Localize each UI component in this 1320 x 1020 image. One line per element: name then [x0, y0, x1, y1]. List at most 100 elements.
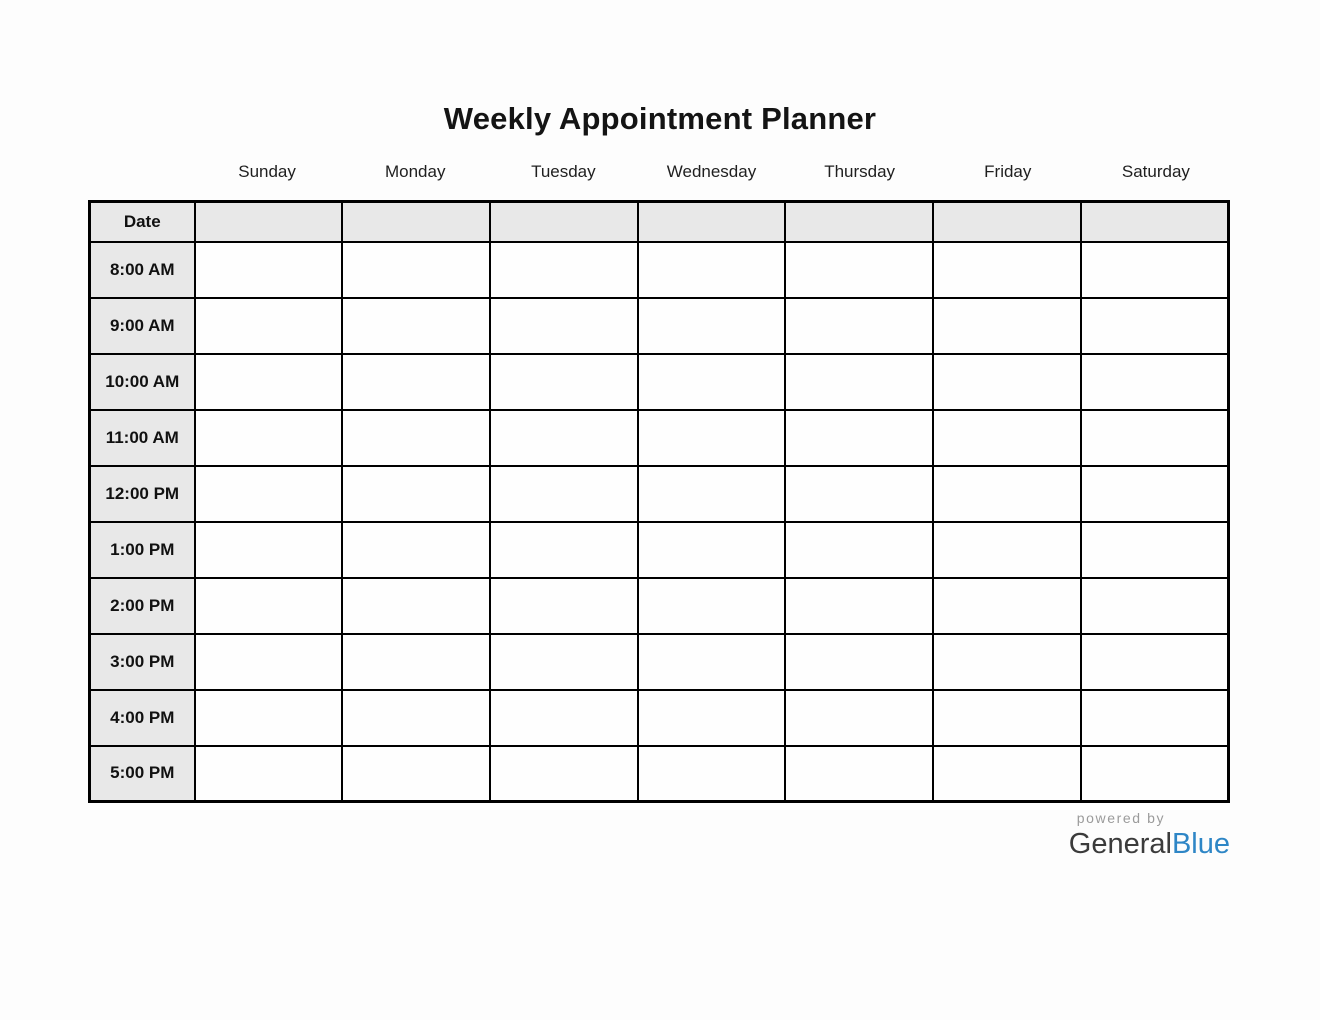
appointment-cell — [193, 296, 344, 355]
time-row: 1:00 PM — [88, 520, 1230, 579]
appointment-cell — [1079, 744, 1230, 803]
appointment-cell — [1079, 408, 1230, 467]
appointment-cell — [488, 408, 639, 467]
date-cell — [193, 200, 344, 243]
date-cell — [1079, 200, 1230, 243]
date-row: Date — [88, 200, 1230, 243]
brand-logo: GeneralBlue — [1069, 827, 1230, 861]
appointment-cell — [341, 632, 491, 691]
appointment-cell — [932, 688, 1082, 747]
appointment-cell — [784, 296, 935, 355]
appointment-cell — [193, 744, 344, 803]
appointment-cell — [932, 296, 1082, 355]
date-cell — [341, 200, 491, 243]
appointment-cell — [488, 632, 639, 691]
day-label-saturday: Saturday — [1121, 162, 1190, 181]
appointment-cell — [932, 240, 1082, 299]
time-row: 10:00 AM — [88, 352, 1230, 411]
appointment-cell — [341, 576, 491, 635]
appointment-cell — [341, 296, 491, 355]
appointment-cell — [784, 352, 935, 411]
time-row: 11:00 AM — [88, 408, 1230, 467]
day-label-friday: Friday — [984, 162, 1032, 181]
appointment-cell — [488, 352, 639, 411]
appointment-cell — [1079, 688, 1230, 747]
appointment-cell — [341, 240, 491, 299]
date-cell — [488, 200, 639, 243]
appointment-cell — [636, 296, 787, 355]
date-cell — [932, 200, 1082, 243]
appointment-cell — [193, 408, 344, 467]
appointment-cell — [932, 464, 1082, 523]
powered-by-text: powered by — [1076, 810, 1166, 826]
day-label-tuesday: Tuesday — [531, 162, 596, 181]
appointment-cell — [341, 688, 491, 747]
time-slot-label: 11:00 AM — [88, 408, 196, 467]
appointment-cell — [636, 576, 787, 635]
appointment-cell — [1079, 464, 1230, 523]
planner-table: Date 8:00 AM 9:00 AM 10:00 AM 11:00 AM 12:00… — [88, 200, 1230, 803]
time-slot-label: 4:00 PM — [88, 688, 196, 747]
appointment-cell — [636, 464, 787, 523]
page-title: Weekly Appointment Planner — [443, 101, 877, 136]
time-row: 8:00 AM — [88, 240, 1230, 299]
appointment-cell — [1079, 296, 1230, 355]
appointment-cell — [193, 632, 344, 691]
time-row: 3:00 PM — [88, 632, 1230, 691]
time-slot-label: 1:00 PM — [88, 520, 196, 579]
appointment-cell — [193, 576, 344, 635]
time-row: 9:00 AM — [88, 296, 1230, 355]
appointment-cell — [636, 240, 787, 299]
appointment-cell — [341, 520, 491, 579]
appointment-cell — [488, 296, 639, 355]
date-row-label: Date — [88, 200, 196, 243]
appointment-cell — [193, 688, 344, 747]
appointment-cell — [636, 352, 787, 411]
appointment-cell — [784, 240, 935, 299]
time-slot-label: 2:00 PM — [88, 576, 196, 635]
appointment-cell — [1079, 240, 1230, 299]
time-row: 5:00 PM — [88, 744, 1230, 803]
appointment-cell — [341, 744, 491, 803]
appointment-cell — [932, 632, 1082, 691]
day-header-row: Sunday Monday Tuesday Wednesday Thursday… — [88, 162, 1230, 182]
appointment-cell — [636, 744, 787, 803]
appointment-cell — [932, 576, 1082, 635]
appointment-cell — [784, 744, 935, 803]
appointment-cell — [488, 688, 639, 747]
time-slot-label: 8:00 AM — [88, 240, 196, 299]
day-label-sunday: Sunday — [238, 162, 296, 181]
appointment-cell — [784, 688, 935, 747]
appointment-cell — [784, 576, 935, 635]
appointment-cell — [488, 520, 639, 579]
date-cell — [636, 200, 787, 243]
day-label-wednesday: Wednesday — [666, 162, 757, 181]
appointment-cell — [193, 520, 344, 579]
appointment-cell — [932, 408, 1082, 467]
day-label-thursday: Thursday — [824, 162, 896, 181]
appointment-cell — [636, 688, 787, 747]
time-slot-label: 12:00 PM — [88, 464, 196, 523]
day-label-monday: Monday — [384, 162, 446, 181]
appointment-cell — [341, 352, 491, 411]
appointment-cell — [488, 576, 639, 635]
appointment-cell — [193, 240, 344, 299]
day-header-spacer — [88, 162, 193, 182]
appointment-cell — [636, 520, 787, 579]
appointment-cell — [932, 352, 1082, 411]
appointment-cell — [193, 352, 344, 411]
time-slot-label: 10:00 AM — [88, 352, 196, 411]
appointment-cell — [193, 464, 344, 523]
appointment-cell — [488, 464, 639, 523]
appointment-cell — [341, 464, 491, 523]
appointment-cell — [784, 408, 935, 467]
footer-brand: powered by GeneralBlue — [1069, 809, 1230, 861]
appointment-cell — [1079, 632, 1230, 691]
appointment-cell — [1079, 352, 1230, 411]
appointment-cell — [488, 240, 639, 299]
appointment-cell — [932, 744, 1082, 803]
appointment-cell — [1079, 520, 1230, 579]
time-slot-label: 9:00 AM — [88, 296, 196, 355]
brand-general-text: General — [1068, 828, 1172, 860]
